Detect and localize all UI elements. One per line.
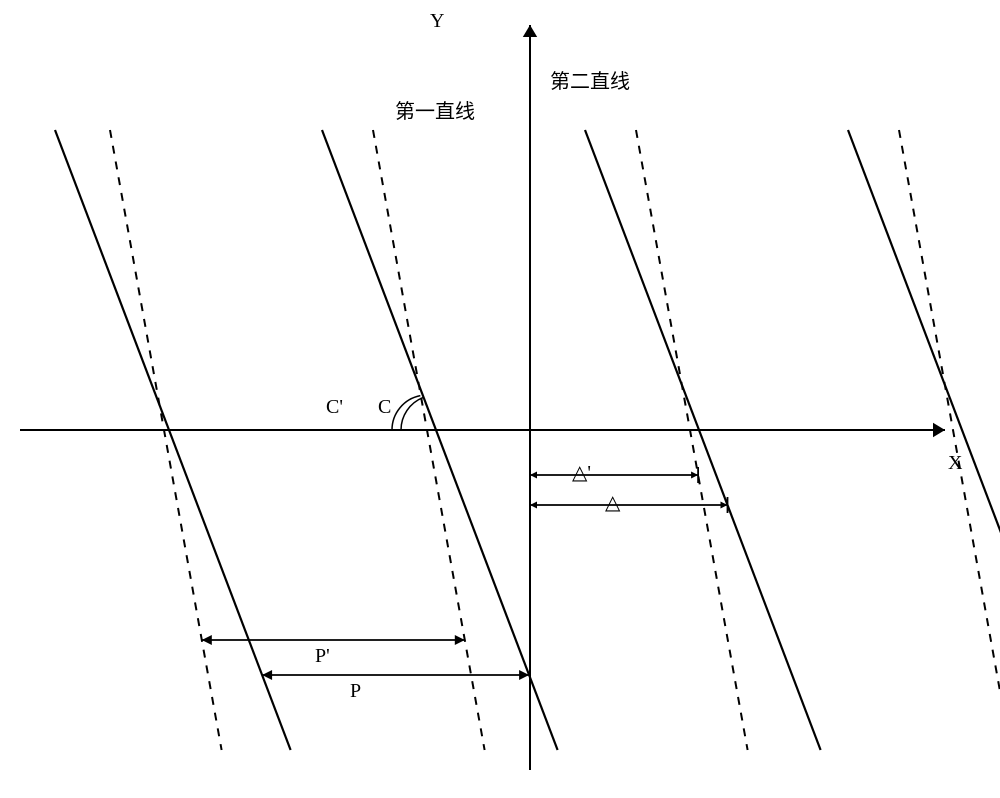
delta-label: △ [605,490,620,515]
first-line-label: 第一直线 [395,95,475,124]
delta-prime-label: △' [572,460,591,485]
angle-c-prime-label: C' [326,396,343,419]
angle-c-label: C [378,396,391,419]
second-line-label: 第二直线 [550,65,630,94]
p-prime-label: P' [315,645,330,668]
axis-y-label: Y [430,10,444,33]
diagram-canvas: Y X 第一直线 第二直线 C C' △' △ P' P [0,0,1000,798]
p-label: P [350,680,361,703]
axis-x-label: X [948,452,962,475]
diagram-svg [0,0,1000,798]
